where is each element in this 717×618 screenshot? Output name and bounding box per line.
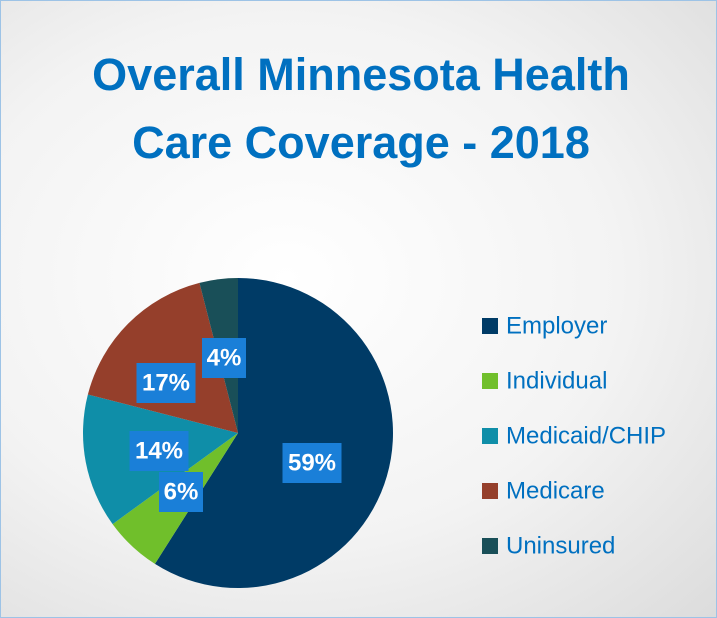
legend-swatch xyxy=(482,483,498,499)
data-label: 4% xyxy=(207,345,242,372)
legend-label: Medicaid/CHIP xyxy=(506,423,666,450)
legend-label: Uninsured xyxy=(506,533,615,560)
data-label-box xyxy=(202,338,246,378)
legend-label: Employer xyxy=(506,313,607,340)
legend-label: Individual xyxy=(506,368,607,395)
data-label-box xyxy=(129,431,189,471)
legend-swatch xyxy=(482,428,498,444)
data-label-box xyxy=(159,472,203,512)
data-label: 6% xyxy=(164,479,199,506)
data-label-box xyxy=(136,363,196,403)
pie-slice xyxy=(87,282,238,433)
legend-label: Medicare xyxy=(506,478,605,505)
pie-slice xyxy=(154,278,393,588)
legend-swatch xyxy=(482,373,498,389)
data-label-box xyxy=(282,443,342,483)
chart-title: Overall Minnesota Health Care Coverage -… xyxy=(92,49,630,168)
data-label: 59% xyxy=(288,450,336,477)
data-label: 17% xyxy=(142,370,190,397)
legend-swatch xyxy=(482,538,498,554)
legend-swatch xyxy=(482,318,498,334)
data-label: 14% xyxy=(135,438,183,465)
